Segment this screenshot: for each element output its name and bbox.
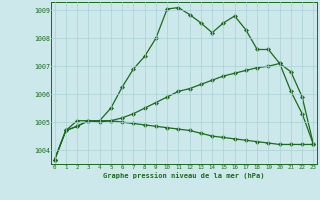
X-axis label: Graphe pression niveau de la mer (hPa): Graphe pression niveau de la mer (hPa) [103, 172, 265, 179]
